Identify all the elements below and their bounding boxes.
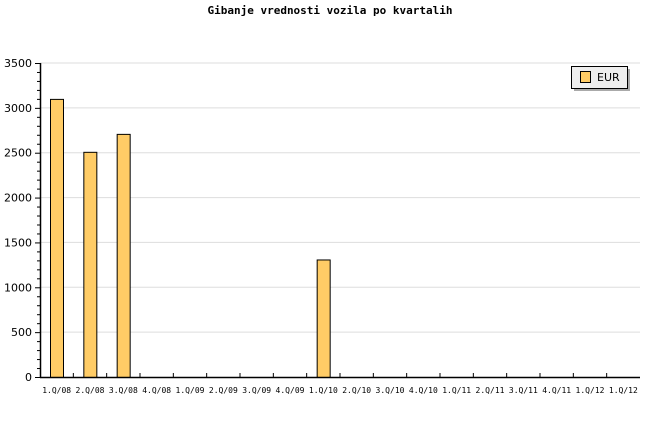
bar — [83, 151, 98, 378]
y-tick-label: 2000 — [4, 192, 32, 205]
y-tick-label: 500 — [11, 326, 32, 339]
y-tick-label: 1000 — [4, 281, 32, 294]
x-tick-label: 1.Q/10 — [309, 386, 338, 395]
x-tick-label: 3.Q/09 — [242, 386, 271, 395]
x-tick-label: 2.Q/10 — [342, 386, 371, 395]
x-tick-label: 3.Q/08 — [109, 386, 138, 395]
x-tick-label: 1.Q/12 — [609, 386, 638, 395]
x-tick-label: 1.Q/09 — [176, 386, 205, 395]
legend-label: EUR — [597, 71, 620, 84]
x-tick-label: 4.Q/08 — [142, 386, 171, 395]
x-tick-label: 1.Q/08 — [42, 386, 71, 395]
bar — [116, 133, 131, 378]
legend-swatch — [580, 71, 591, 83]
y-tick-label: 2500 — [4, 147, 32, 160]
x-tick-label: 2.Q/11 — [476, 386, 505, 395]
y-tick-label: 1500 — [4, 236, 32, 249]
bar — [50, 98, 64, 378]
x-tick-label: 2.Q/09 — [209, 386, 238, 395]
x-tick-label: 1.Q/11 — [442, 386, 471, 395]
y-tick-label: 3500 — [4, 57, 32, 70]
x-tick-label: 2.Q/08 — [76, 386, 105, 395]
chart-title: Gibanje vrednosti vozila po kvartalih — [207, 4, 453, 17]
x-tick-label: 4.Q/09 — [276, 386, 305, 395]
y-tick-label: 0 — [25, 371, 32, 384]
x-tick-label: 1.Q/12 — [576, 386, 605, 395]
bar — [316, 259, 331, 378]
x-tick-label: 3.Q/10 — [376, 386, 405, 395]
x-tick-label: 4.Q/10 — [409, 386, 438, 395]
x-tick-label: 3.Q/11 — [509, 386, 538, 395]
y-tick-label: 3000 — [4, 102, 32, 115]
x-tick-label: 4.Q/11 — [542, 386, 571, 395]
